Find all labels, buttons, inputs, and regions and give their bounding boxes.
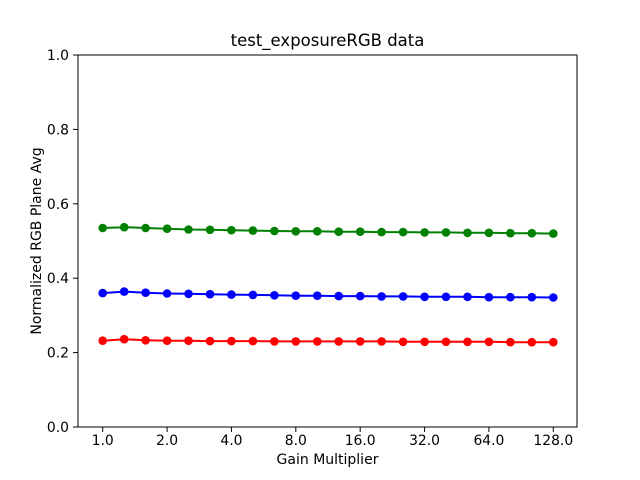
data-point-green-plane [463,228,472,238]
data-point-red-plane [334,337,344,346]
data-point-red-plane [441,337,451,347]
data-point-red-plane [549,337,558,347]
data-point-red-plane [463,337,472,347]
x-tick-label: 2.0 [156,433,178,449]
data-point-red-plane [313,337,322,346]
data-point-red-plane [377,337,386,346]
series-line-green-plane [101,226,555,235]
data-point-blue-plane [527,292,537,302]
data-point-blue-plane [270,291,279,300]
data-point-green-plane [377,227,386,237]
data-point-red-plane [141,336,150,345]
data-point-red-plane [420,337,429,347]
data-point-blue-plane [441,292,451,302]
data-point-red-plane [184,336,193,346]
data-point-red-plane [227,336,236,346]
data-point-green-plane [227,225,236,235]
x-tick-label: 128.0 [533,433,573,449]
data-point-blue-plane [291,291,301,301]
data-point-green-plane [484,228,494,238]
data-point-blue-plane [377,292,386,301]
x-tick-label: 8.0 [285,433,307,449]
data-point-red-plane [98,336,107,346]
y-tick-label: 0.4 [47,271,69,287]
data-point-green-plane [398,227,408,237]
data-point-blue-plane [205,289,215,299]
data-point-green-plane [141,223,150,233]
data-point-blue-plane [162,289,172,298]
data-point-green-plane [248,226,258,235]
data-point-blue-plane [184,289,193,299]
y-tick-label: 0.8 [47,122,69,138]
data-point-blue-plane [98,288,107,298]
data-point-red-plane [291,337,301,346]
data-point-blue-plane [506,292,515,302]
data-point-green-plane [313,227,322,236]
data-point-blue-plane [355,291,365,301]
data-point-blue-plane [334,291,344,301]
data-point-red-plane [506,337,515,347]
x-tick-label: 64.0 [473,433,504,449]
data-point-red-plane [248,336,258,346]
y-tick-label: 1.0 [47,48,69,64]
y-axis-label: Normalized RGB Plane Avg [29,147,45,335]
y-tick-label: 0.2 [47,346,69,362]
x-axis-label: Gain Multiplier [276,452,379,468]
data-point-green-plane [527,228,537,238]
data-point-blue-plane [141,288,150,298]
data-point-red-plane [119,334,129,344]
data-point-red-plane [355,337,365,346]
data-point-blue-plane [463,292,472,302]
x-tick-label: 32.0 [409,433,440,449]
data-point-blue-plane [484,292,494,302]
data-point-green-plane [162,224,172,233]
x-tick-label: 1.0 [92,433,114,449]
x-tick-label: 16.0 [345,433,376,449]
x-tick-label: 4.0 [220,433,242,449]
data-point-blue-plane [119,287,129,296]
data-point-green-plane [355,227,365,236]
data-point-red-plane [205,336,215,346]
chart-title: test_exposureRGB data [230,31,425,50]
data-point-blue-plane [227,290,236,299]
data-point-blue-plane [398,292,408,301]
y-tick-label: 0.0 [47,420,69,436]
data-point-green-plane [184,225,193,234]
data-point-green-plane [119,222,129,232]
data-point-green-plane [291,227,301,236]
y-tick-label: 0.6 [47,197,69,213]
data-point-green-plane [506,228,515,238]
series-line-blue-plane [101,290,555,299]
series-line-red-plane [101,338,555,344]
data-point-blue-plane [420,292,429,302]
data-point-red-plane [527,337,537,347]
axes-spine [77,54,578,428]
data-point-blue-plane [248,290,258,300]
data-point-green-plane [334,227,344,236]
data-point-red-plane [484,337,494,347]
data-point-green-plane [441,228,451,237]
data-point-green-plane [98,223,107,233]
data-point-green-plane [205,225,215,235]
data-point-red-plane [398,337,408,347]
data-point-red-plane [270,337,279,346]
data-point-green-plane [270,226,279,236]
data-point-blue-plane [313,291,322,301]
data-point-blue-plane [549,293,558,302]
data-point-green-plane [549,229,558,238]
data-point-red-plane [162,336,172,346]
data-point-green-plane [420,228,429,237]
